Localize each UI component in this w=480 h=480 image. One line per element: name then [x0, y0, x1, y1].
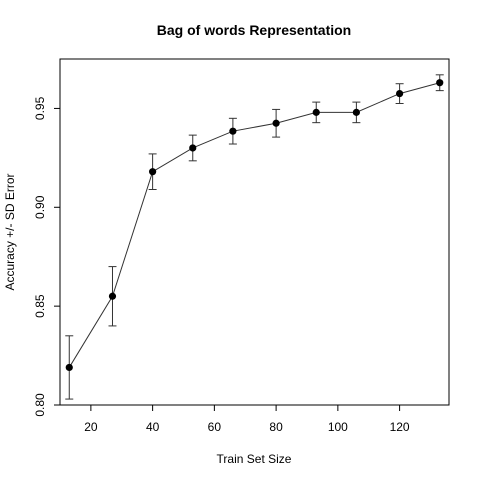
- chart-title: Bag of words Representation: [157, 22, 351, 38]
- y-axis-label: Accuracy +/- SD Error: [3, 173, 17, 290]
- data-point: [272, 119, 280, 127]
- data-point: [149, 168, 157, 176]
- x-tick-label: 120: [390, 420, 410, 434]
- x-tick-label: 80: [269, 420, 283, 434]
- data-point: [352, 108, 360, 116]
- plot-frame: [59, 58, 450, 406]
- y-tick-label: 0.85: [33, 294, 47, 318]
- series-group: [65, 74, 444, 400]
- data-point: [189, 144, 197, 152]
- x-tick-label: 20: [84, 420, 98, 434]
- data-point: [65, 363, 73, 372]
- y-tick-label: 0.95: [33, 96, 47, 120]
- x-axis-label: Train Set Size: [217, 452, 292, 466]
- data-point: [229, 127, 237, 135]
- y-axis: 0.80 0.85 0.90 0.95: [33, 96, 60, 417]
- x-tick-label: 60: [208, 420, 222, 434]
- x-tick-label: 100: [328, 420, 348, 434]
- data-point: [108, 292, 117, 300]
- data-point: [396, 90, 404, 98]
- series-line: [68, 82, 440, 368]
- data-point: [436, 79, 444, 87]
- y-tick-label: 0.80: [33, 393, 47, 417]
- data-point: [312, 108, 320, 116]
- y-tick-label: 0.90: [33, 195, 47, 219]
- x-tick-label: 40: [146, 420, 160, 434]
- x-axis: 20 40 60 80 100 120: [84, 405, 410, 434]
